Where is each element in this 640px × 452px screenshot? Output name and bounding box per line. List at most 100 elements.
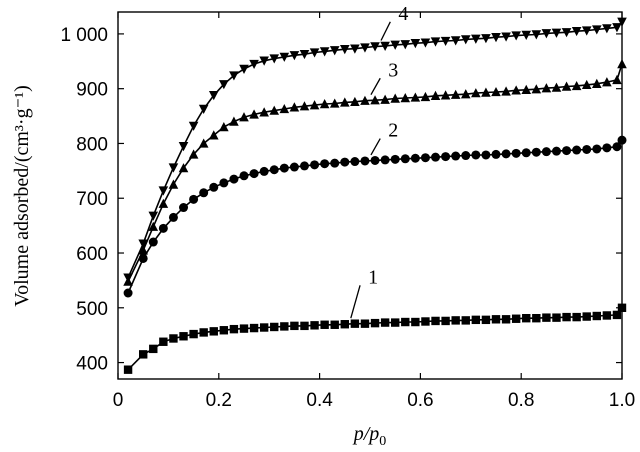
series-3-point — [198, 138, 209, 148]
series-4-point — [471, 34, 481, 44]
series-2-point — [481, 150, 491, 160]
series-3-point — [178, 163, 189, 173]
series-1-point — [360, 319, 370, 328]
series-3-point — [168, 179, 179, 189]
series-3-point — [481, 87, 491, 97]
series-2-point — [158, 223, 168, 233]
series-2-point — [249, 169, 259, 179]
series-4-point — [460, 35, 471, 45]
x-axis-label-sub: 0 — [379, 434, 386, 449]
series-2-point — [592, 144, 602, 154]
series-4-point — [390, 40, 400, 50]
series-4-point — [198, 104, 209, 114]
series-1-point — [401, 317, 410, 327]
series-1-point — [542, 313, 551, 322]
series-3-point — [460, 89, 471, 99]
series-4-point — [289, 51, 300, 61]
series-1-point — [259, 323, 269, 332]
series-layer — [123, 17, 627, 374]
series-2-point — [380, 155, 390, 165]
series-1-point — [522, 313, 531, 323]
series-1-point — [451, 316, 460, 325]
series-3-point — [440, 90, 451, 100]
series-3-point — [269, 105, 280, 115]
series-2-point — [199, 188, 209, 198]
series-1-point — [612, 310, 622, 320]
series-1-point — [300, 321, 309, 331]
series-2-point — [360, 156, 370, 166]
series-3-point — [471, 88, 481, 98]
series-3-point — [531, 84, 542, 94]
series-1-point — [330, 320, 339, 329]
series-2-point — [259, 166, 269, 176]
series-4-leader — [380, 21, 391, 41]
series-1-point — [209, 327, 218, 336]
y-tick-label: 700 — [76, 189, 108, 210]
series-4-point — [239, 64, 249, 74]
series-4-point — [541, 29, 552, 39]
series-4-label: 4 — [398, 3, 408, 25]
series-2-point — [279, 163, 289, 173]
series-2-point — [310, 160, 320, 170]
series-2-point — [451, 151, 461, 161]
series-2-point — [370, 155, 380, 165]
series-4-point — [340, 45, 350, 55]
series-1-point — [139, 350, 148, 359]
series-3-point — [430, 90, 441, 101]
series-4-point — [612, 23, 622, 33]
series-4-point — [299, 49, 310, 60]
series-4-point — [571, 26, 582, 37]
series-4-point — [148, 211, 159, 221]
series-4-point — [481, 34, 491, 44]
series-4-point — [531, 30, 542, 40]
series-1-point — [280, 322, 289, 331]
series-4-point — [229, 71, 239, 81]
series-2-point — [330, 158, 340, 168]
series-1-point — [511, 314, 521, 323]
series-3-point — [450, 89, 461, 99]
series-1-point — [431, 316, 440, 326]
series-1-point — [270, 322, 279, 332]
series-1-point — [532, 313, 541, 323]
series-3-point — [239, 112, 249, 122]
series-4-point — [440, 36, 451, 47]
series-2-point — [340, 157, 350, 167]
series-4-point — [617, 17, 627, 27]
series-3-point — [561, 81, 572, 91]
series-3-point — [571, 80, 582, 91]
series-1-point — [290, 321, 299, 331]
series-4-point — [602, 24, 612, 34]
series-1-point — [461, 316, 470, 325]
series-2-point — [491, 149, 501, 159]
series-1-point — [159, 337, 168, 346]
series-3-point — [289, 102, 300, 112]
series-2-point — [390, 154, 400, 164]
series-4-point — [551, 28, 562, 38]
series-4-point — [123, 273, 133, 283]
series-1-point — [441, 316, 450, 326]
series-2-point — [168, 212, 178, 222]
series-1-point — [572, 312, 581, 322]
series-1-point — [471, 315, 481, 325]
series-3-point — [299, 101, 310, 111]
y-tick-label: 600 — [76, 244, 108, 265]
y-tick-label: 1 000 — [60, 25, 108, 46]
series-1-point — [199, 328, 208, 337]
series-1-point — [562, 312, 571, 322]
series-2-point — [400, 154, 410, 164]
series-1-point — [179, 332, 188, 341]
series-1-point — [320, 320, 329, 329]
series-4-point — [208, 91, 219, 101]
plot-frame — [117, 11, 623, 380]
series-3-point — [521, 84, 532, 94]
series-4-point — [592, 25, 602, 35]
series-1-point — [380, 318, 390, 327]
x-axis-label: p/p0 — [352, 423, 387, 449]
series-4-point — [259, 56, 269, 66]
series-2-label: 2 — [388, 120, 398, 142]
y-tick-label: 900 — [76, 80, 108, 101]
series-4-point — [219, 80, 229, 90]
series-4-point — [168, 163, 179, 173]
series-1-point — [421, 317, 430, 326]
series-3-point — [158, 198, 169, 208]
